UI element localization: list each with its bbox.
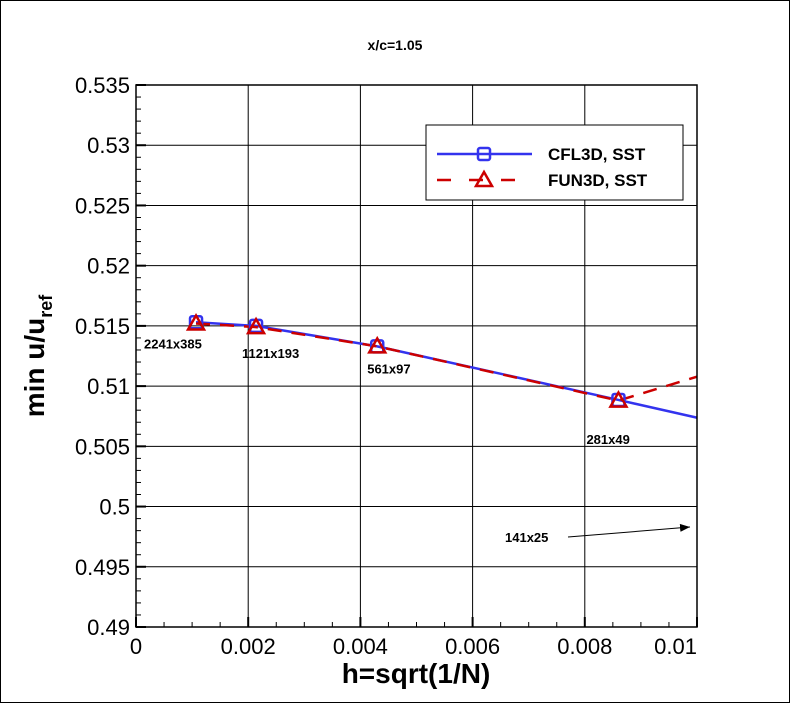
- legend-entry: CFL3D, SST: [548, 145, 646, 164]
- legend-entry: FUN3D, SST: [548, 171, 648, 190]
- series-line-1: [195, 321, 697, 419]
- x-tick-label: 0.008: [557, 634, 612, 659]
- y-axis-label-subscript: ref: [36, 294, 56, 318]
- data-point-triangle: [608, 390, 629, 408]
- y-tick-label: 0.505: [75, 434, 130, 459]
- data-point-triangle: [245, 316, 267, 335]
- series-group: [195, 321, 697, 419]
- annotation-arrow: [567, 523, 691, 538]
- y-tick-label: 0.525: [75, 193, 130, 218]
- legend: CFL3D, SST FUN3D, SST: [425, 124, 684, 201]
- x-tick-label: 0.006: [445, 634, 500, 659]
- annotation-label: 281x49: [586, 432, 629, 447]
- annotation-label: 561x97: [367, 361, 410, 376]
- y-tick-label: 0.495: [75, 555, 130, 580]
- legend-marker-triangle: [473, 169, 495, 188]
- annotation-label: 2241x385: [144, 336, 202, 351]
- y-tick-label: 0.515: [75, 314, 130, 339]
- legend-box: [425, 124, 684, 201]
- markers-group: [185, 312, 629, 408]
- x-tick-label: 0.002: [221, 634, 276, 659]
- annotation-label: 1121x193: [242, 346, 299, 361]
- y-tick-label: 0.49: [87, 615, 130, 640]
- legend-marker-square: [476, 146, 492, 162]
- x-tick-label: 0: [130, 634, 142, 659]
- data-point-triangle: [185, 312, 207, 331]
- y-tick-label: 0.52: [87, 254, 130, 279]
- y-tick-label: 0.53: [87, 133, 130, 158]
- y-tick-label: 0.5: [99, 495, 130, 520]
- y-axis-label-main: min u/u: [19, 318, 50, 418]
- chart-title: x/c=1.05: [368, 37, 423, 53]
- x-tick-label: 0.004: [333, 634, 388, 659]
- y-tick-label: 0.535: [75, 73, 130, 98]
- y-tick-label: 0.51: [87, 374, 130, 399]
- ticks: 0 0.002 0.004 0.006 0.008 0.01 0.49 0.495 0.5 0.5…: [75, 73, 698, 659]
- annotation-label: 141x25: [505, 530, 548, 545]
- x-tick-label: 0.01: [654, 634, 697, 659]
- y-axis-label: min u/uref: [19, 294, 56, 418]
- annotations: 2241x385 1121x193 561x97 281x49 141x25: [144, 336, 691, 545]
- data-point-triangle: [367, 335, 388, 354]
- x-axis-label: h=sqrt(1/N): [342, 658, 491, 689]
